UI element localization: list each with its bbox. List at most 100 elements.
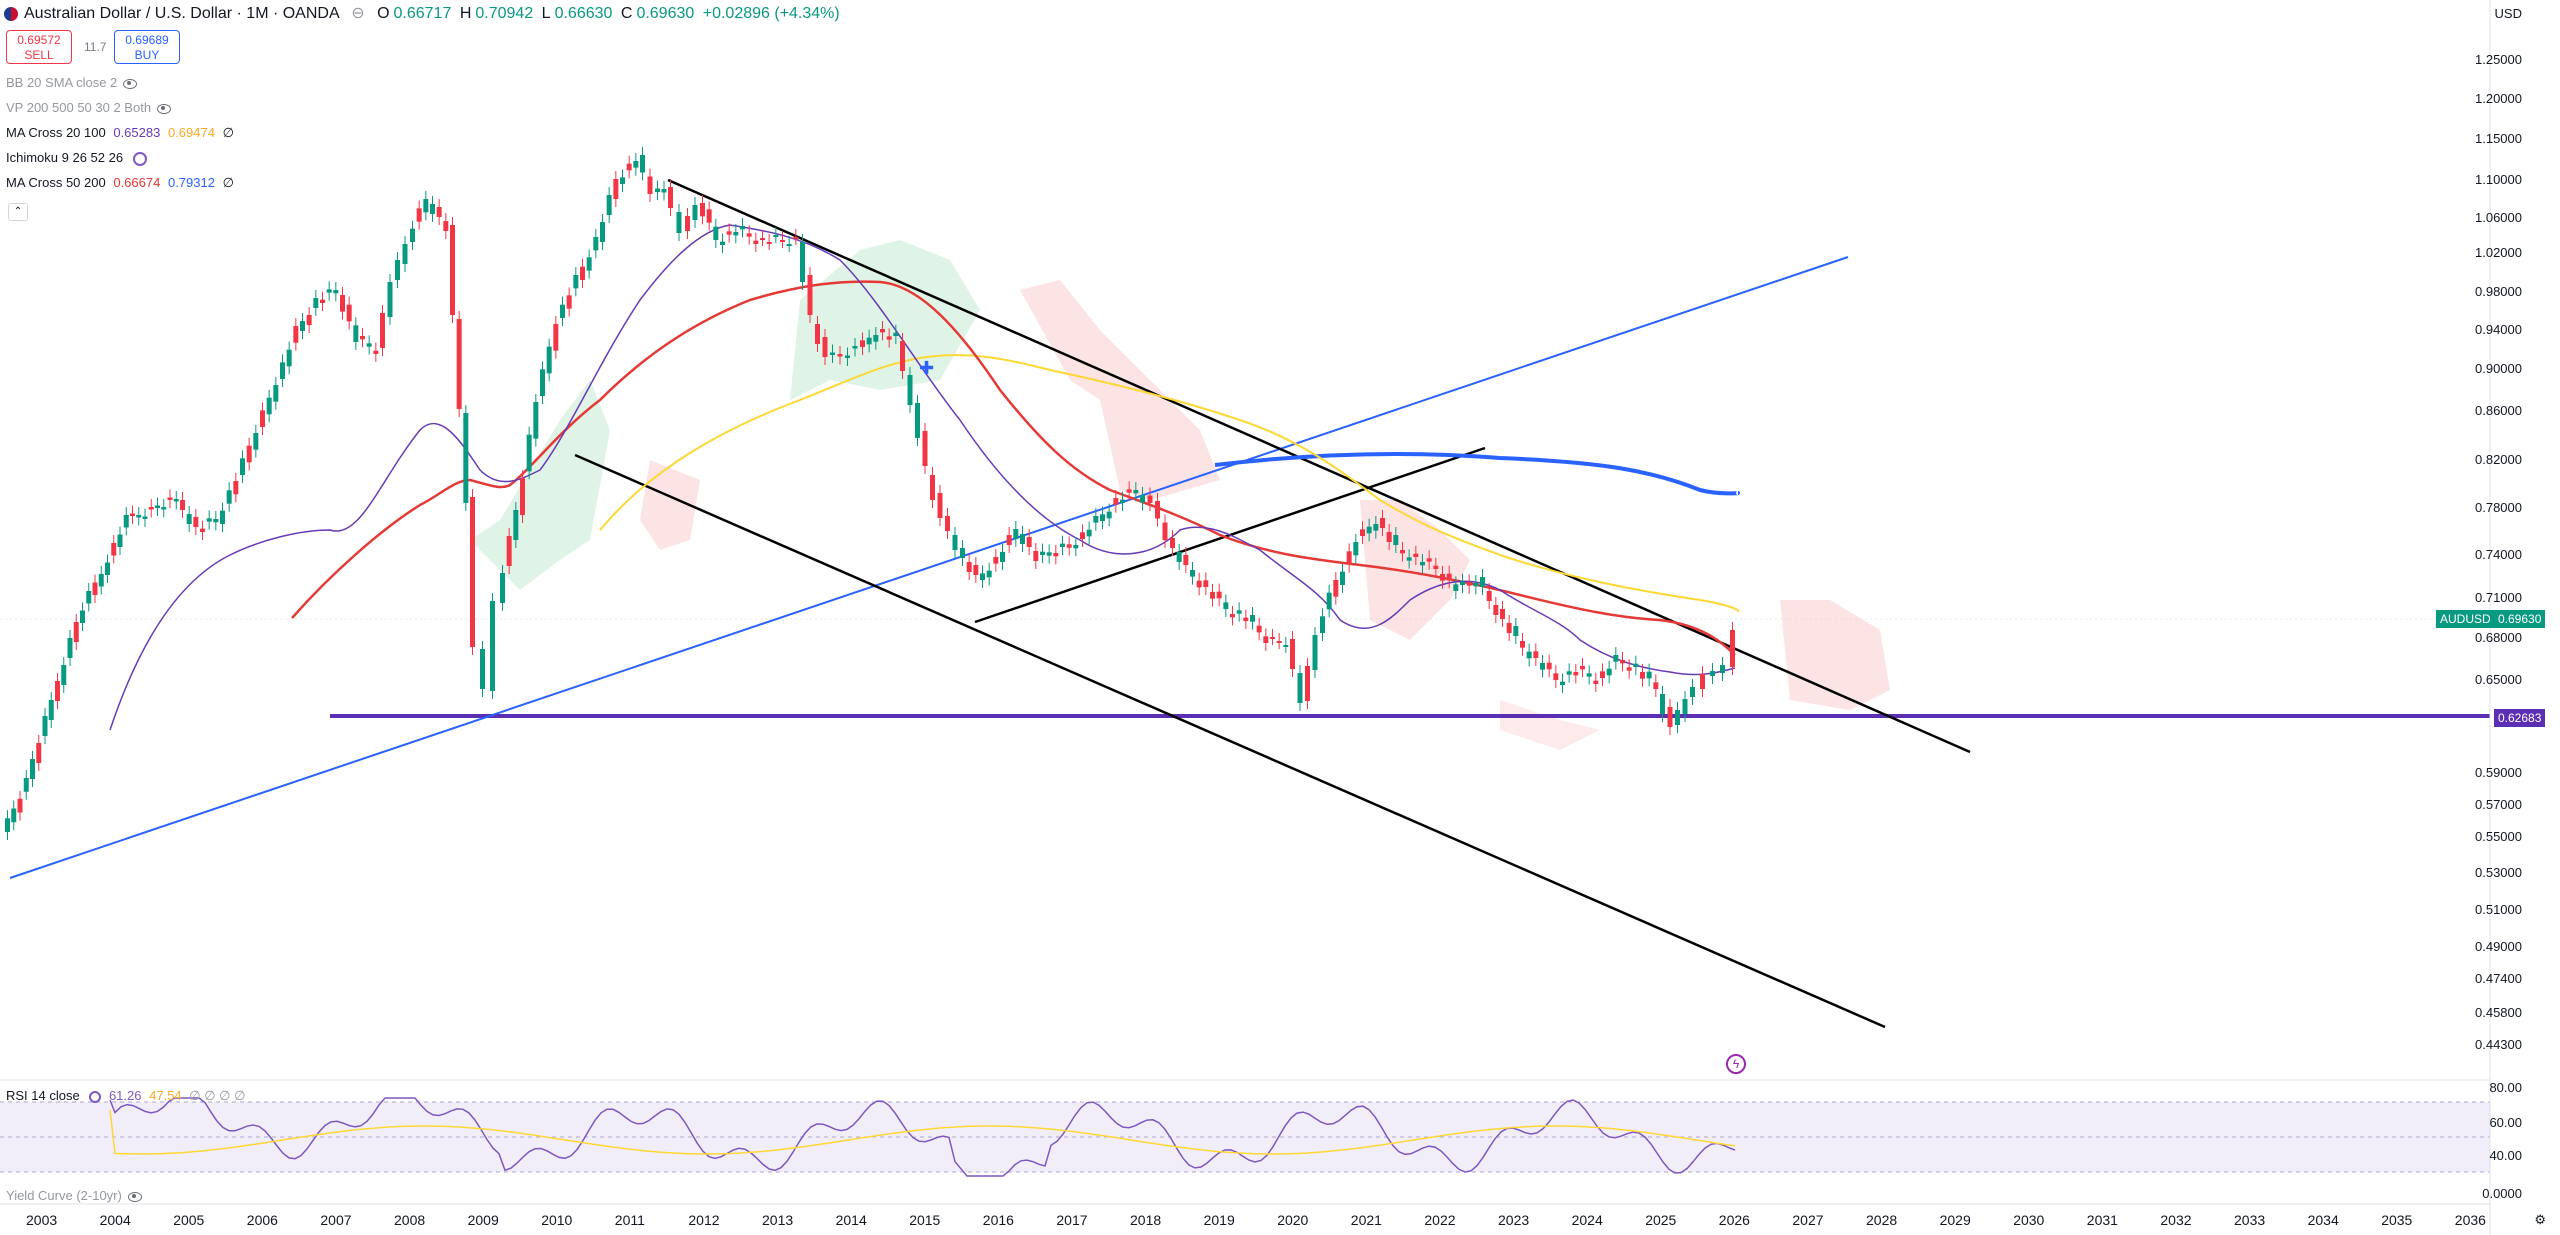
candle-body [1305,666,1310,701]
time-tick-label: 2017 [1056,1212,1088,1228]
legend-bb[interactable]: BB 20 SMA close 2 [6,73,138,93]
candle-body [320,299,325,303]
candle-body [1513,626,1519,636]
candle-body [980,573,985,580]
price-tick-label: 0.94000 [2475,322,2522,337]
candle-body [340,295,345,312]
price-tick-label: 1.06000 [2475,210,2522,225]
candle-body [463,413,469,503]
lightning-icon[interactable]: ϟ [1726,1054,1746,1074]
candle-body [1190,570,1195,577]
candle-body [1320,616,1325,633]
candle-body [1580,666,1585,670]
candle-body [1216,591,1222,599]
currency-flag-icon [4,6,18,21]
settings-gear-icon[interactable]: ⚙ [2534,1212,2546,1227]
candle-body [886,336,892,340]
ma20-value: 0.65283 [113,125,161,140]
candle-body [766,242,772,244]
change-value: +0.02896 (+4.34%) [702,5,840,22]
candle-body [148,507,154,510]
price-tick-label: 0.86000 [2475,403,2522,418]
candle-body [837,354,843,357]
time-tick-label: 2006 [246,1212,278,1228]
candle-body [1593,680,1599,684]
candle-body [1020,534,1025,544]
candle-body [822,337,828,357]
candle-body [17,798,23,813]
candle-body [1626,667,1632,671]
candle-body [1223,602,1229,609]
legend-vp[interactable]: VP 200 500 50 30 2 Both [6,98,172,118]
legend-ma-cross-20-100[interactable]: MA Cross 20 100 0.65283 0.69474 ∅ [6,125,234,140]
candle-body [1682,699,1688,714]
ichimoku-cloud [470,240,1890,750]
channel-upper-line[interactable] [667,178,1971,754]
candle-body [226,490,232,504]
candle-body [111,543,117,556]
blue-trendline[interactable] [9,256,1849,879]
time-tick-label: 2015 [909,1212,941,1228]
candle-body [1236,610,1242,614]
sell-price: 0.69572 [17,33,61,47]
candle-body [1453,584,1459,591]
legend-ichimoku[interactable]: Ichimoku 9 26 52 26 [6,148,147,168]
time-tick-label: 2036 [2454,1212,2486,1228]
candle-body [1667,707,1673,727]
legend-rsi[interactable]: RSI 14 close 61.26 47.54 ∅ ∅ ∅ ∅ [6,1088,246,1103]
chevron-up-icon[interactable]: ⌃ [8,203,28,221]
candle-body [161,507,167,510]
symbol-header[interactable]: Australian Dollar / U.S. Dollar · 1M · O… [0,0,844,28]
last-price-tag: 0.69630 [2494,610,2546,628]
eye-off-icon[interactable] [123,78,138,89]
candle-body [11,808,17,823]
candle-body [1170,538,1175,548]
candle-body [1690,687,1695,697]
candle-body [1400,550,1405,554]
candle-body [1393,535,1399,545]
candle-body [726,231,732,235]
candle-body [1360,529,1365,536]
legend-ma-cross-50-200[interactable]: MA Cross 50 200 0.66674 0.79312 ∅ [6,175,234,190]
candle-body [313,298,319,308]
time-tick-label: 2003 [26,1212,58,1228]
gear-icon[interactable] [89,1090,102,1103]
candle-body [966,562,972,572]
candle-body [573,275,579,289]
time-tick-label: 2024 [1571,1212,1603,1228]
candle-body [1506,623,1512,633]
candle-body [1176,552,1182,562]
time-tick-label: 2019 [1203,1212,1235,1228]
legend-yield-curve[interactable]: Yield Curve (2-10yr) [6,1186,142,1206]
crosshair-marker: ✚ [919,358,934,378]
eye-off-icon[interactable] [157,103,172,114]
candle-body [1046,552,1052,556]
symbol-title[interactable]: Australian Dollar / U.S. Dollar · 1M · O… [24,5,339,22]
candle-body [1533,651,1539,658]
candle-body [907,375,913,405]
currency-selector[interactable]: USD [2494,6,2522,21]
candle-body [1546,662,1552,670]
sell-button[interactable]: 0.69572 SELL [6,30,72,64]
candle-body [1660,694,1665,714]
candle-body [1620,660,1625,664]
time-tick-label: 2031 [2086,1212,2118,1228]
candle-body [1586,673,1592,677]
gear-icon[interactable] [132,151,147,166]
channel-lower-line[interactable] [574,453,1886,1029]
price-tick-label: 0.47400 [2475,971,2522,986]
candle-body [1373,524,1379,531]
candle-body [1573,672,1579,676]
candle-body [333,290,339,294]
candle-body [1600,671,1605,678]
candle-body [1386,532,1392,542]
candle-body [1700,674,1705,689]
buy-button[interactable]: 0.69689 BUY [114,30,180,64]
time-tick-label: 2021 [1350,1212,1382,1228]
candle-body [416,208,422,222]
eye-off-icon[interactable] [127,1191,142,1202]
candle-body [280,362,285,379]
candle-body [55,681,60,701]
candle-body [48,700,54,720]
